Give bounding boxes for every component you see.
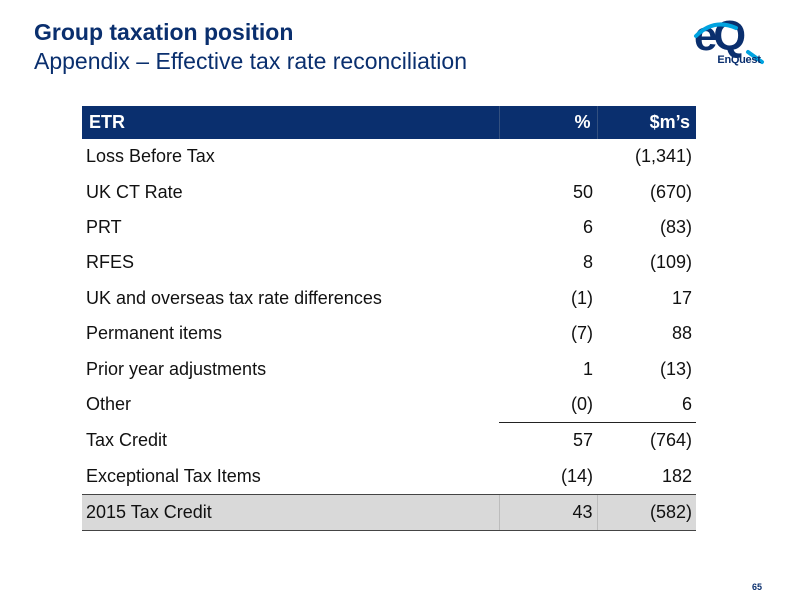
- row-usd: (670): [649, 181, 692, 202]
- table-row: Exceptional Tax Items (14) 182: [82, 459, 696, 495]
- slide-title: Group taxation position: [34, 19, 294, 45]
- row-percent: (14): [560, 465, 593, 486]
- row-label: Loss Before Tax: [86, 146, 215, 167]
- row-label: UK CT Rate: [86, 181, 183, 202]
- etr-table: ETR % $m’s Loss Before Tax (1,341) UK CT…: [82, 106, 696, 532]
- table-row: Tax Credit 57 (764): [82, 422, 696, 459]
- row-usd: 182: [661, 465, 692, 486]
- row-label: PRT: [86, 216, 122, 237]
- row-label: Permanent items: [86, 323, 223, 344]
- table-row: Permanent items (7) 88: [82, 316, 696, 351]
- row-percent: (0): [571, 393, 593, 414]
- logo-wordmark: EnQuest: [717, 54, 761, 66]
- row-percent: (7): [571, 323, 593, 344]
- table-row: Prior year adjustments 1 (13): [82, 351, 696, 386]
- table-row: PRT 6 (83): [82, 210, 696, 245]
- row-label: RFES: [86, 252, 135, 273]
- row-label: Other: [86, 394, 132, 415]
- row-label: Exceptional Tax Items: [86, 465, 261, 486]
- svg-text:eQ: eQ: [694, 14, 744, 59]
- row-percent: 1: [582, 358, 593, 379]
- row-percent: 50: [572, 181, 593, 202]
- row-percent: (1): [571, 287, 593, 308]
- eq-logo-icon: eQ: [694, 14, 764, 64]
- slide-subtitle: Appendix – Effective tax rate reconcilia…: [34, 48, 467, 74]
- row-usd: (1,341): [634, 146, 692, 167]
- total-label: 2015 Tax Credit: [82, 493, 499, 532]
- row-label: UK and overseas tax rate differences: [86, 287, 382, 308]
- row-usd: (13): [659, 358, 692, 379]
- row-usd: (764): [597, 422, 696, 459]
- header-percent: %: [498, 106, 597, 139]
- table-row: UK CT Rate 50 (670): [82, 174, 696, 209]
- table-row: RFES 8 (109): [82, 245, 696, 280]
- row-percent: 6: [582, 216, 593, 237]
- table-row: UK and overseas tax rate differences (1)…: [82, 281, 696, 316]
- total-percent: 43: [498, 493, 597, 532]
- row-usd: (83): [659, 216, 692, 237]
- row-label: Tax Credit: [86, 430, 168, 451]
- total-usd: (582): [596, 493, 696, 532]
- header-etr: ETR: [82, 106, 499, 139]
- total-row: 2015 Tax Credit 43 (582): [82, 493, 696, 532]
- row-usd: 17: [671, 287, 692, 308]
- row-percent: 57: [499, 422, 597, 459]
- header-usd-millions: $m’s: [596, 106, 696, 139]
- row-usd: 6: [681, 393, 692, 414]
- row-usd: 88: [671, 323, 692, 344]
- table-row: Other (0) 6: [82, 387, 696, 423]
- row-percent: 8: [582, 252, 593, 273]
- row-percent: [499, 139, 597, 174]
- table-row: Loss Before Tax (1,341): [82, 139, 696, 174]
- row-label: Prior year adjustments: [86, 358, 267, 379]
- table-header-row: ETR % $m’s: [82, 106, 696, 139]
- row-usd: (109): [649, 252, 692, 273]
- page-number: 65: [752, 582, 763, 592]
